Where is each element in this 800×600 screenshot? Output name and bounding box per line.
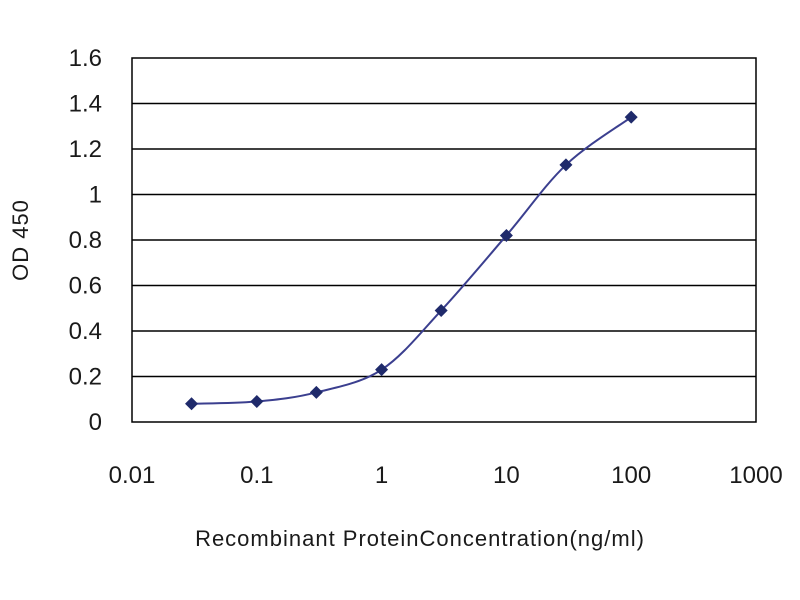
y-tick-label: 0 [89, 409, 102, 436]
y-axis-title: OD 450 [8, 199, 33, 281]
x-tick-label: 1000 [729, 462, 782, 489]
data-point [250, 395, 264, 409]
series [185, 110, 638, 411]
data-point [499, 228, 513, 242]
data-point [559, 158, 573, 172]
x-tick-label: 0.01 [109, 462, 156, 489]
y-tick-label: 0.2 [69, 364, 102, 391]
y-tick-label: 1.2 [69, 136, 102, 163]
data-point [624, 110, 638, 124]
data-point [185, 397, 199, 411]
grid-lines [132, 102, 756, 378]
y-axis-tick-labels: 0 0.2 0.4 0.6 0.8 1 1.2 1.4 1.6 [69, 45, 102, 436]
data-point [309, 385, 323, 399]
x-tick-label: 1 [375, 462, 388, 489]
data-point [375, 363, 389, 377]
x-axis-title: Recombinant ProteinConcentration(ng/ml) [195, 526, 645, 551]
x-tick-label: 0.1 [240, 462, 273, 489]
x-tick-label: 100 [611, 462, 651, 489]
y-tick-label: 0.6 [69, 273, 102, 300]
x-tick-label: 10 [493, 462, 520, 489]
y-tick-label: 0.8 [69, 227, 102, 254]
y-tick-label: 1.6 [69, 45, 102, 72]
data-point [434, 304, 448, 318]
y-tick-label: 0.4 [69, 318, 102, 345]
x-axis-tick-labels: 0.01 0.1 1 10 100 1000 [109, 462, 783, 489]
y-tick-label: 1 [89, 182, 102, 209]
y-tick-label: 1.4 [69, 91, 102, 118]
